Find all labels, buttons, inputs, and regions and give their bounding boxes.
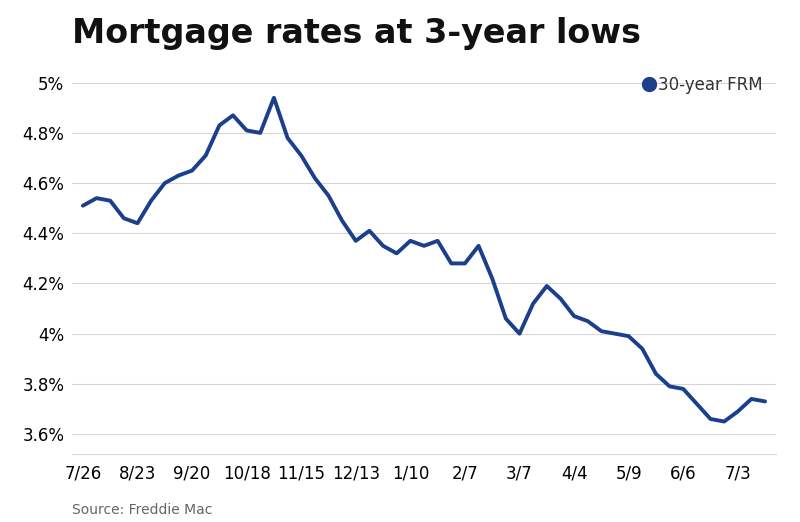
- Text: Mortgage rates at 3-year lows: Mortgage rates at 3-year lows: [72, 17, 641, 50]
- Text: Source: Freddie Mac: Source: Freddie Mac: [72, 503, 212, 517]
- Legend: 30-year FRM: 30-year FRM: [640, 71, 768, 99]
